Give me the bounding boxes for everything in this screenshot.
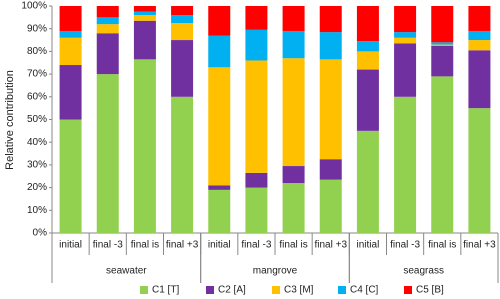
bar-segment [319,59,342,160]
x-tick-label: final +3 [463,240,496,251]
bar-segment [356,130,379,233]
legend-label: C4 [C] [350,285,379,296]
x-tick-label: final -3 [241,240,271,251]
x-tick-label: initial [357,240,380,251]
bar-segment [59,30,82,38]
bar-segment [96,74,119,233]
legend-label: C3 [M] [284,285,314,296]
bar-segment [468,6,491,31]
bar-segment [208,185,231,190]
bar-segment [431,42,454,45]
bar-segment [245,6,268,30]
bar-segment [394,96,417,233]
y-tick-label: 0% [33,228,48,239]
y-tick-label: 20% [27,182,47,193]
x-tick-label: final +3 [166,240,199,251]
group-label: mangrove [253,266,298,277]
bar-segment [208,67,231,186]
y-tick-label: 10% [27,205,47,216]
x-tick-label: initial [59,240,82,251]
legend-label: C2 [A] [218,285,246,296]
bar-segment [171,96,194,233]
y-tick-label: 60% [27,91,47,102]
bar-segment [468,30,491,41]
x-tick-label: final -3 [93,240,123,251]
bar-segment [133,6,156,12]
bar-segment [394,6,417,33]
bar-segment [59,65,82,120]
bar-segment [356,41,379,52]
bar-segment [319,32,342,60]
bar-segment [245,172,268,188]
y-tick-label: 70% [27,69,47,80]
x-tick-label: initial [208,240,231,251]
x-tick-label: final +3 [314,240,347,251]
bar-segment [468,50,491,109]
bar-segment [394,32,417,38]
legend-swatch [272,286,280,294]
legend-label: C5 [B] [416,285,444,296]
bar-segment [59,6,82,31]
y-tick-label: 100% [21,1,47,12]
bar-segment [133,59,156,233]
bar-segment [431,45,454,77]
legend-swatch [206,286,214,294]
bar-segment [208,189,231,233]
bar-segment [282,6,305,31]
y-tick-label: 50% [27,114,47,125]
bar-segment [431,44,454,46]
bar-segment [96,17,119,25]
bar-segment [59,37,82,66]
x-tick-label: final is [131,240,159,251]
bar-segment [208,35,231,68]
bar-segment [282,183,305,233]
y-tick-label: 30% [27,160,47,171]
bar-segment [133,15,156,21]
legend-label: C1 [T] [152,285,179,296]
bar-segment [282,58,305,167]
bar-segment [208,6,231,36]
bar-segment [245,187,268,233]
legend-swatch [140,286,148,294]
bar-segment [468,40,491,51]
bar-segment [96,33,119,75]
bar-segment [171,6,194,16]
legend-swatch [338,286,346,294]
bar-segment [319,159,342,180]
bar-segment [133,11,156,16]
bar-segment [319,179,342,233]
x-tick-label: final -3 [390,240,420,251]
bar-segment [96,24,119,34]
bar-segment [282,166,305,184]
bar-segment [431,76,454,234]
bar-segment [319,6,342,33]
bar-segment [468,108,491,233]
group-label: seawater [106,266,147,277]
bar-segment [394,43,417,97]
bar-segment [356,51,379,70]
bar-segment [171,40,194,97]
bar-segment [133,20,156,60]
y-tick-label: 90% [27,23,47,34]
bar-segment [245,60,268,173]
bar-segment [96,6,119,18]
y-tick-label: 80% [27,46,47,57]
x-tick-label: final is [428,240,456,251]
bar-segment [171,23,194,41]
bar-segment [356,6,379,42]
bar-segment [431,6,454,43]
y-axis-title: Relative contribution [4,70,16,170]
bar-segment [282,30,305,59]
bar-segment [394,37,417,44]
group-label: seagrass [403,266,444,277]
bar-segment [245,29,268,61]
bar-segment [356,69,379,131]
y-tick-label: 40% [27,137,47,148]
bar-segment [59,119,82,233]
legend-swatch [404,286,412,294]
bar-segment [171,15,194,24]
x-tick-label: final is [279,240,307,251]
